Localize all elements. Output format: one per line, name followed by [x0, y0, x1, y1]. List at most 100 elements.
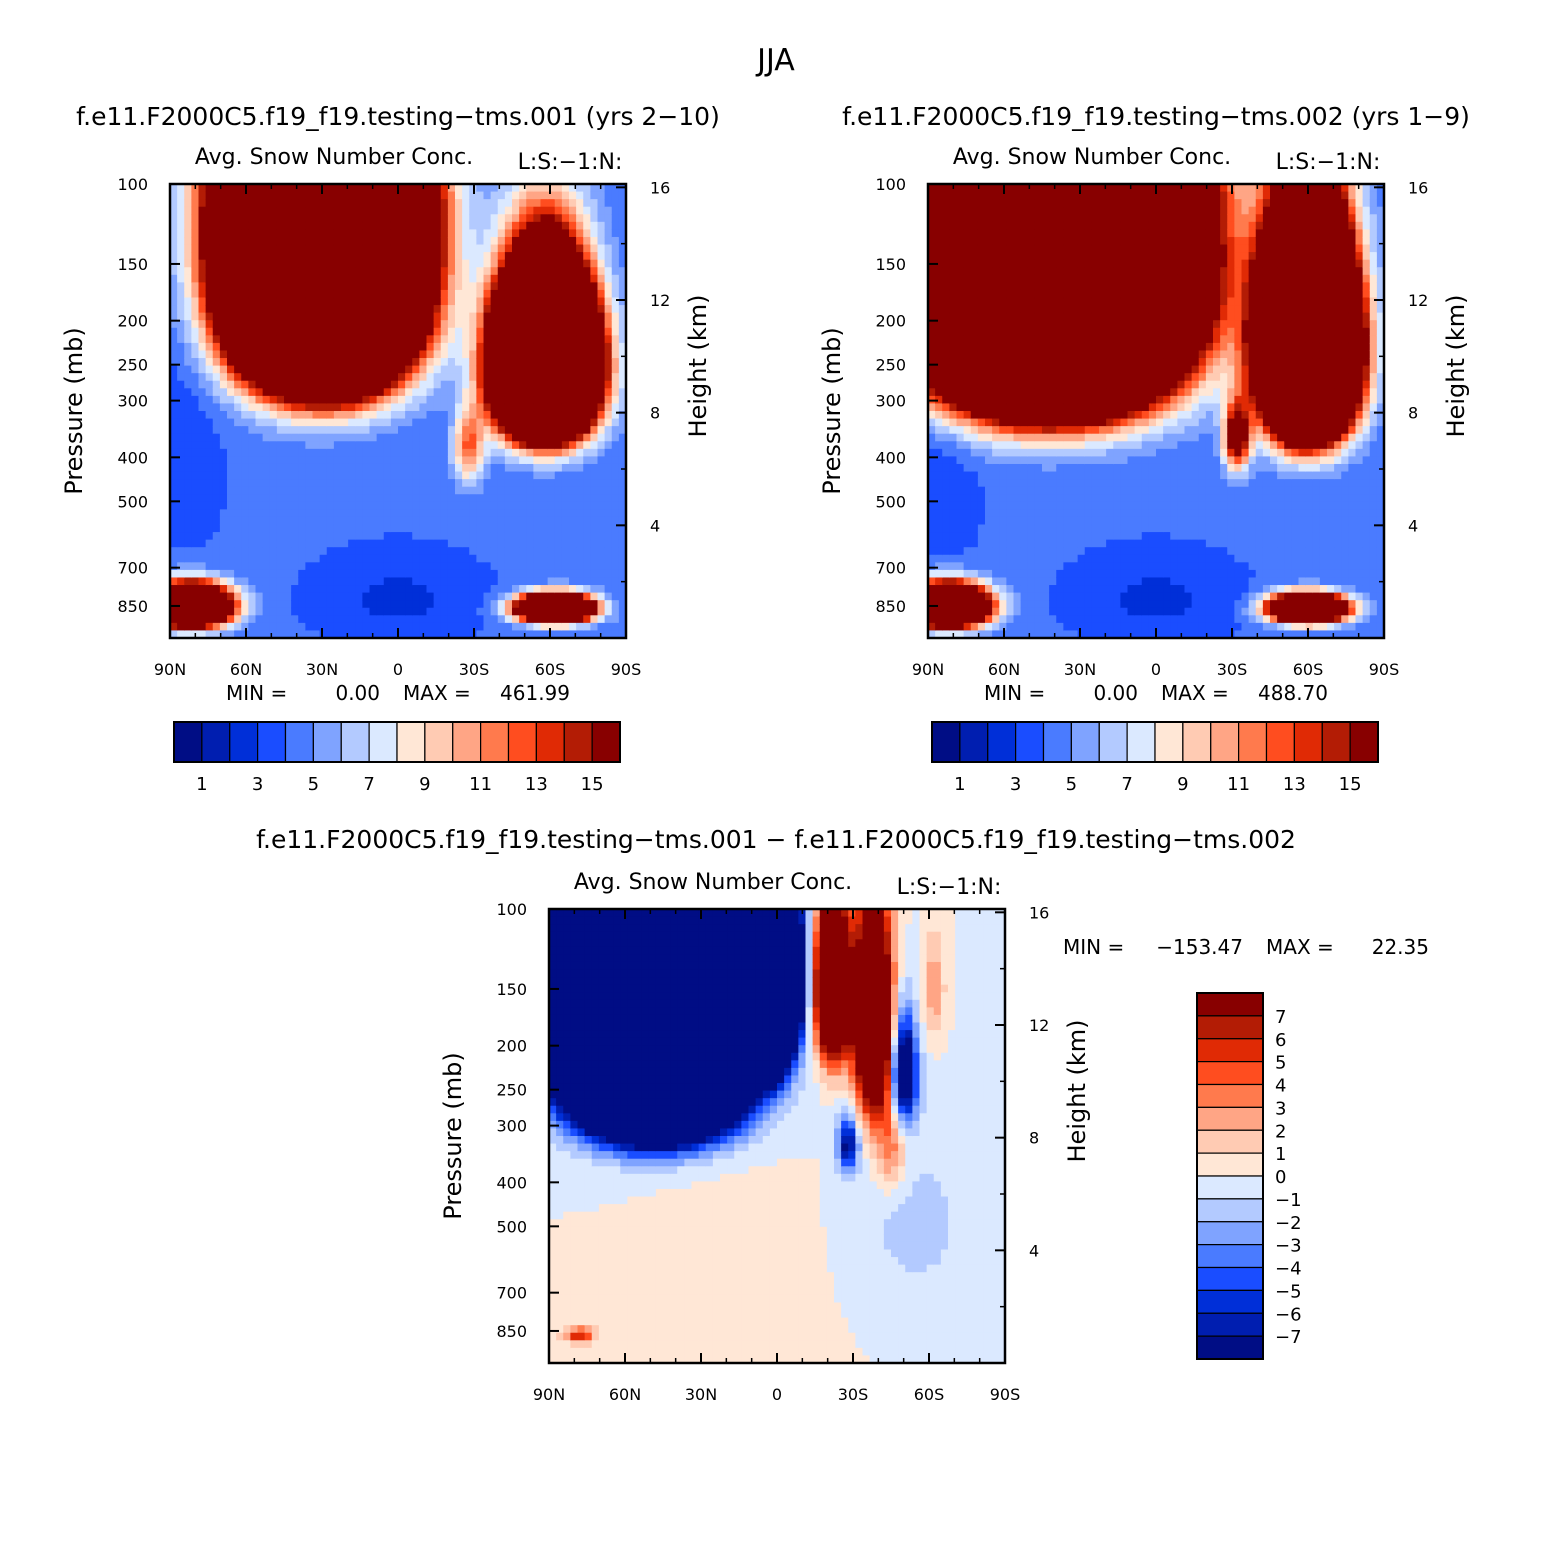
contour-cell: [376, 297, 385, 306]
contour-cell: [269, 236, 278, 246]
contour-cell: [1013, 479, 1022, 488]
contour-cell: [212, 274, 221, 283]
contour-cell: [1034, 305, 1043, 314]
contour-cell: [583, 494, 591, 503]
contour-cell: [618, 607, 626, 616]
contour-cell: [305, 312, 314, 321]
contour-cell: [447, 622, 456, 632]
contour-cell: [376, 358, 385, 367]
contour-cell: [1013, 622, 1022, 632]
contour-cell: [177, 365, 185, 374]
contour-cell: [1027, 274, 1036, 283]
contour-cell: [198, 456, 207, 465]
contour-cell: [227, 388, 235, 397]
contour-cell: [355, 630, 363, 638]
contour-cell: [355, 562, 363, 571]
contour-cell: [490, 206, 499, 215]
contour-cell: [227, 448, 235, 457]
contour-cell: [512, 395, 520, 405]
contour-cell: [298, 297, 306, 306]
contour-cell: [170, 554, 178, 563]
contour-cell: [476, 244, 485, 253]
contour-cell: [291, 221, 299, 230]
contour-cell: [1013, 411, 1022, 420]
contour-cell: [405, 600, 413, 609]
contour-cell: [519, 395, 527, 405]
contour-cell: [554, 297, 563, 306]
contour-cell: [547, 622, 556, 632]
contour-cell: [348, 615, 356, 624]
contour-cell: [326, 252, 335, 261]
contour-cell: [227, 305, 235, 314]
contour-cell: [255, 342, 264, 352]
contour-cell: [390, 479, 399, 488]
contour-cell: [497, 501, 506, 510]
contour-cell: [977, 607, 986, 616]
contour-cell: [533, 259, 542, 268]
contour-cell: [390, 214, 399, 223]
contour-cell: [219, 191, 228, 200]
contour-cell: [1034, 327, 1043, 336]
contour-cell: [248, 532, 257, 541]
contour-cell: [440, 403, 449, 412]
contour-cell: [1006, 342, 1015, 352]
contour-cell: [526, 501, 534, 510]
contour-cell: [504, 441, 513, 450]
contour-cell: [184, 274, 192, 283]
contour-cell: [234, 607, 242, 616]
contour-cell: [504, 199, 513, 208]
contour-cell: [390, 184, 399, 193]
contour-cell: [227, 274, 235, 283]
contour-cell: [298, 305, 306, 314]
contour-cell: [269, 532, 278, 541]
contour-cell: [483, 554, 492, 563]
contour-cell: [1027, 206, 1036, 215]
contour-cell: [341, 600, 349, 609]
contour-cell: [440, 471, 449, 480]
contour-cell: [512, 342, 520, 352]
contour-cell: [561, 335, 570, 344]
contour-cell: [992, 471, 1000, 480]
contour-cell: [333, 441, 342, 450]
contour-cell: [455, 403, 463, 412]
contour-cell: [262, 388, 271, 397]
contour-cell: [241, 532, 249, 541]
contour-cell: [604, 236, 613, 246]
contour-cell: [170, 592, 178, 601]
colorbar-swatch: [173, 721, 203, 763]
contour-cell: [519, 282, 527, 291]
contour-cell: [291, 524, 299, 533]
contour-cell: [326, 297, 335, 306]
contour-cell: [949, 289, 958, 299]
contour-cell: [433, 448, 442, 457]
contour-cell: [227, 221, 235, 230]
contour-cell: [942, 577, 950, 586]
contour-cell: [497, 622, 506, 632]
contour-cell: [191, 327, 200, 336]
contour-cell: [1027, 448, 1036, 457]
contour-cell: [284, 252, 292, 261]
contour-cell: [569, 365, 577, 374]
contour-cell: [1013, 358, 1022, 367]
contour-cell: [184, 615, 192, 624]
contour-cell: [992, 236, 1000, 246]
contour-cell: [184, 236, 192, 246]
contour-cell: [970, 592, 979, 601]
contour-cell: [963, 456, 972, 465]
contour-cell: [476, 622, 485, 632]
contour-cell: [956, 539, 965, 548]
contour-cell: [198, 441, 207, 450]
contour-cell: [1013, 365, 1022, 374]
contour-cell: [262, 259, 271, 268]
contour-cell: [341, 615, 349, 624]
contour-cell: [205, 592, 214, 601]
contour-cell: [219, 206, 228, 215]
contour-cell: [519, 569, 527, 579]
contour-cell: [241, 320, 249, 329]
contour-cell: [618, 592, 626, 601]
contour-cell: [184, 532, 192, 541]
contour-cell: [611, 229, 620, 238]
contour-cell: [1034, 433, 1043, 442]
contour-cell: [519, 411, 527, 420]
contour-cell: [533, 297, 542, 306]
